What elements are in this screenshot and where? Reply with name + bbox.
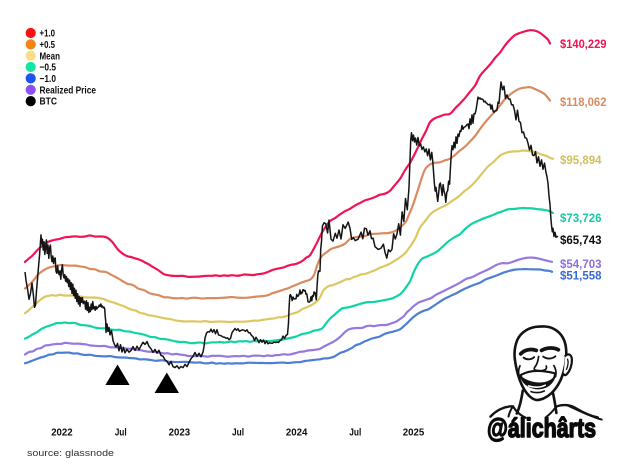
svg-text:source: glassnode: source: glassnode (27, 448, 114, 459)
svg-text:2025: 2025 (403, 428, 425, 439)
svg-text:$73,726: $73,726 (560, 212, 602, 225)
svg-text:2024: 2024 (286, 428, 308, 439)
svg-text:+1.0: +1.0 (40, 29, 56, 40)
svg-text:@álichârts: @álichârts (487, 413, 596, 443)
svg-text:2022: 2022 (51, 428, 73, 439)
svg-text:−1.0: −1.0 (40, 74, 57, 85)
svg-text:$118,062: $118,062 (560, 96, 607, 109)
svg-text:2023: 2023 (169, 428, 191, 439)
svg-text:$95,894: $95,894 (560, 154, 602, 167)
svg-text:+0.5: +0.5 (40, 40, 56, 51)
svg-text:BTC: BTC (40, 97, 58, 108)
svg-text:Jul: Jul (115, 428, 127, 439)
svg-text:$140,229: $140,229 (560, 38, 607, 51)
svg-text:Mean: Mean (40, 51, 61, 62)
svg-text:$54,703: $54,703 (560, 258, 602, 271)
svg-text:$65,743: $65,743 (560, 234, 602, 247)
svg-text:Jul: Jul (349, 428, 361, 439)
svg-text:$51,558: $51,558 (560, 270, 602, 283)
svg-text:Realized Price: Realized Price (40, 85, 97, 96)
svg-text:Jul: Jul (232, 428, 244, 439)
svg-text:−0.5: −0.5 (40, 63, 57, 74)
